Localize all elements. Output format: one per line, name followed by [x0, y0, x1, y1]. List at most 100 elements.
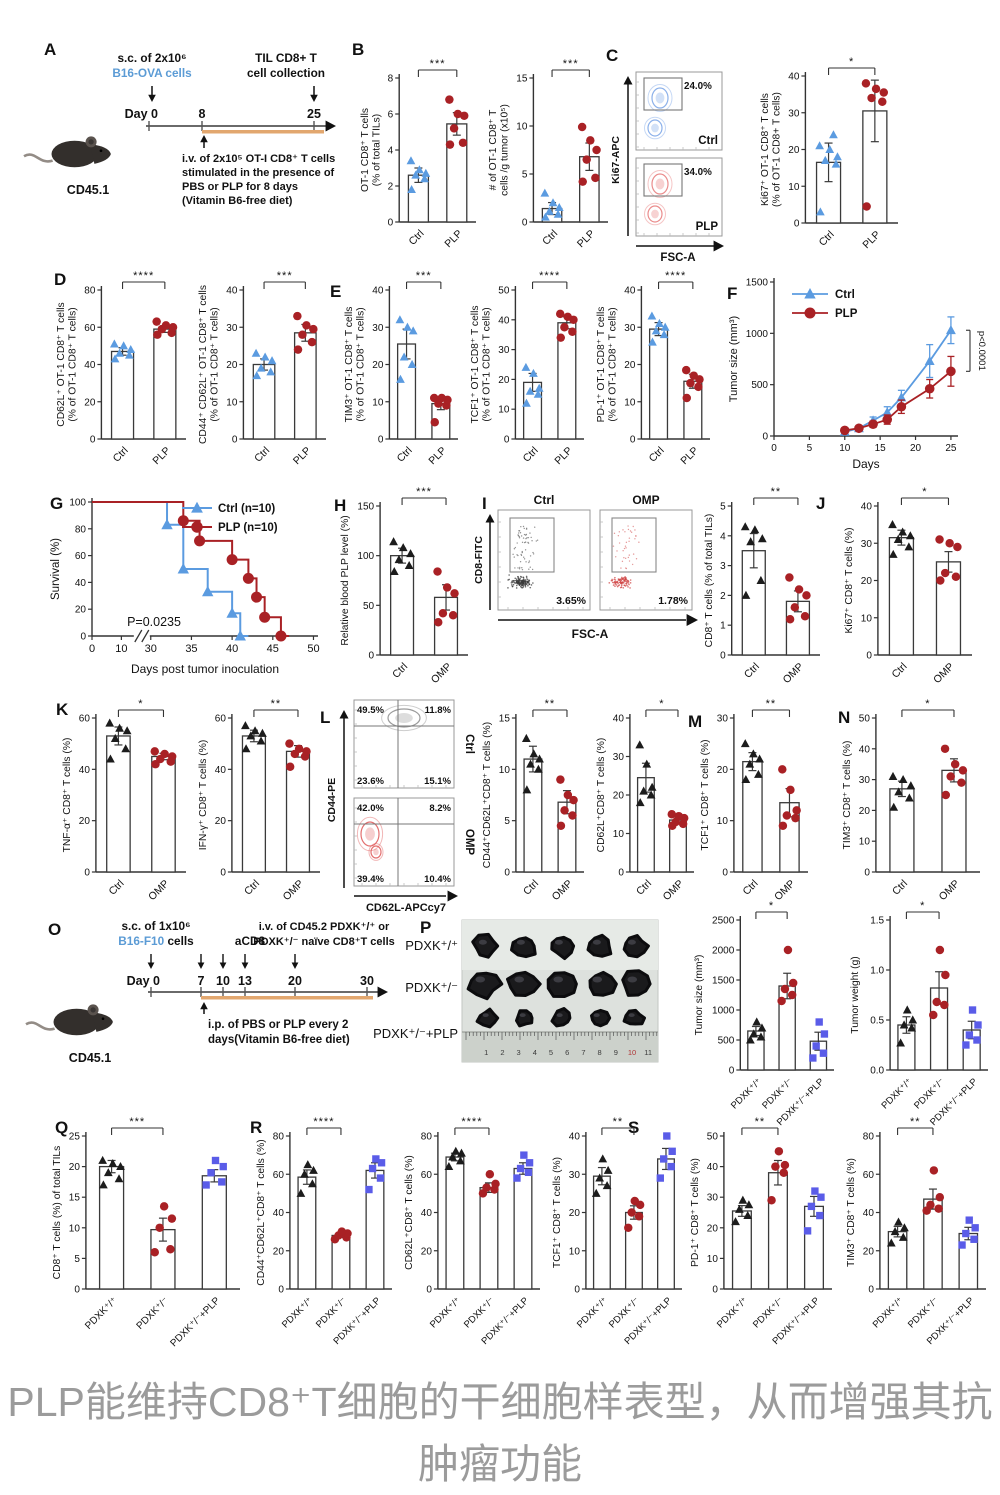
svg-text:PDXK⁺/⁺: PDXK⁺/⁺: [715, 1295, 750, 1330]
svg-text:20: 20: [288, 974, 302, 988]
svg-text:TCF1⁺ CD8⁺ T cells (%): TCF1⁺ CD8⁺ T cells (%): [552, 1157, 563, 1268]
svg-text:60: 60: [84, 323, 96, 334]
caption-line-2: 肿瘤功能: [0, 1434, 1000, 1495]
svg-text:11.8%: 11.8%: [425, 705, 452, 716]
svg-text:8: 8: [199, 107, 206, 121]
svg-text:10.4%: 10.4%: [424, 874, 451, 885]
svg-text:20: 20: [861, 576, 873, 587]
svg-text:60: 60: [79, 714, 91, 725]
svg-text:40: 40: [226, 286, 238, 297]
svg-text:(% of OT-1 CD8⁺ T cells): (% of OT-1 CD8⁺ T cells): [482, 307, 493, 421]
svg-text:# of OT-1 CD8⁺ T: # of OT-1 CD8⁺ T: [488, 109, 499, 190]
svg-text:60: 60: [75, 551, 87, 562]
svg-text:**: **: [910, 1116, 921, 1128]
svg-text:30: 30: [226, 323, 238, 334]
svg-text:20: 20: [624, 360, 636, 371]
svg-text:5: 5: [720, 502, 726, 513]
svg-text:*: *: [138, 698, 143, 710]
svg-text:Ctrl: Ctrl: [835, 289, 855, 301]
svg-text:days(Vitamin B6-free diet): days(Vitamin B6-free diet): [208, 1034, 350, 1046]
svg-text:2500: 2500: [712, 916, 735, 927]
svg-text:30: 30: [624, 323, 636, 334]
svg-text:1500: 1500: [746, 278, 769, 289]
svg-text:20: 20: [226, 360, 238, 371]
svg-text:CD8-FITC: CD8-FITC: [473, 536, 485, 584]
svg-text:0: 0: [720, 651, 726, 662]
svg-text:80: 80: [273, 1132, 285, 1143]
svg-text:OMP: OMP: [632, 493, 659, 507]
svg-text:20: 20: [372, 360, 384, 371]
svg-text:39.4%: 39.4%: [357, 874, 384, 885]
svg-text:Survival (%): Survival (%): [50, 538, 62, 600]
svg-text:30: 30: [717, 714, 729, 725]
svg-text:10: 10: [216, 974, 230, 988]
svg-text:1.5: 1.5: [870, 916, 884, 927]
svg-text:3: 3: [517, 1048, 521, 1057]
svg-text:***: ***: [563, 58, 579, 70]
svg-text:cells /g tumor (x10⁵): cells /g tumor (x10⁵): [500, 104, 511, 196]
svg-text:30: 30: [859, 775, 871, 786]
svg-text:10: 10: [516, 122, 528, 133]
svg-text:Ctrl (n=10): Ctrl (n=10): [218, 503, 275, 515]
svg-text:4: 4: [720, 531, 726, 542]
svg-text:Tumor size (mm³): Tumor size (mm³): [694, 955, 705, 1036]
svg-text:10: 10: [499, 765, 511, 776]
svg-text:7: 7: [198, 974, 205, 988]
svg-text:30: 30: [372, 323, 384, 334]
svg-text:****: ****: [461, 1116, 482, 1128]
svg-text:10: 10: [707, 1254, 719, 1265]
svg-text:OMP: OMP: [550, 878, 575, 903]
svg-text:***: ***: [277, 270, 293, 282]
svg-text:10: 10: [859, 837, 871, 848]
svg-text:1000: 1000: [712, 1006, 735, 1017]
svg-text:CD62L⁺ OT-1 CD8⁺ T cells: CD62L⁺ OT-1 CD8⁺ T cells: [56, 302, 67, 426]
svg-text:0: 0: [504, 868, 510, 879]
svg-text:10: 10: [569, 1246, 581, 1257]
svg-text:5: 5: [74, 1254, 80, 1265]
svg-text:Ki67⁺ OT-1 CD8⁺ T cells: Ki67⁺ OT-1 CD8⁺ T cells: [760, 93, 771, 206]
svg-text:20: 20: [707, 1223, 719, 1234]
svg-text:40: 40: [613, 714, 625, 725]
svg-text:****: ****: [539, 270, 560, 282]
panel-b-label: B: [352, 40, 364, 60]
svg-text:0: 0: [722, 868, 728, 879]
svg-text:20: 20: [717, 765, 729, 776]
svg-text:24.0%: 24.0%: [684, 81, 712, 92]
svg-text:PD-1⁺ OT-1 CD8⁺ T cells: PD-1⁺ OT-1 CD8⁺ T cells: [596, 307, 607, 423]
svg-text:PDXK⁺/⁻: PDXK⁺/⁻: [751, 1295, 786, 1330]
svg-text:5: 5: [504, 816, 510, 827]
svg-text:35: 35: [185, 643, 197, 655]
svg-text:10: 10: [628, 1048, 636, 1057]
svg-text:Ki67⁺ CD8⁺ T cells (%): Ki67⁺ CD8⁺ T cells (%): [844, 527, 855, 633]
svg-text:1500: 1500: [712, 976, 735, 987]
svg-text:*: *: [769, 900, 774, 912]
svg-text:Ctrl: Ctrl: [817, 229, 837, 249]
svg-text:40: 40: [84, 360, 96, 371]
svg-text:FSC-A: FSC-A: [660, 252, 695, 264]
svg-text:10: 10: [624, 397, 636, 408]
svg-text:PDXK⁺/⁺: PDXK⁺/⁺: [280, 1295, 315, 1330]
caption-line-1: PLP能维持CD8⁺T细胞的干细胞样表型，从而增强其抗: [0, 1372, 1000, 1434]
svg-text:**: **: [613, 1116, 624, 1128]
svg-text:0: 0: [712, 1285, 718, 1296]
svg-text:15.1%: 15.1%: [424, 776, 451, 787]
svg-text:40: 40: [372, 286, 384, 297]
svg-text:CD8⁺ T cells (% of total TILs): CD8⁺ T cells (% of total TILs): [704, 514, 715, 648]
svg-text:0: 0: [80, 632, 86, 643]
svg-text:(% of OT-1 CD8⁺ T cells): (% of OT-1 CD8⁺ T cells): [210, 307, 221, 421]
svg-text:20: 20: [84, 397, 96, 408]
svg-text:0: 0: [618, 868, 624, 879]
svg-text:PLP: PLP: [696, 221, 719, 233]
svg-text:49.5%: 49.5%: [357, 705, 384, 716]
svg-text:Ctrl: Ctrl: [406, 228, 426, 248]
svg-text:40: 40: [861, 502, 873, 513]
